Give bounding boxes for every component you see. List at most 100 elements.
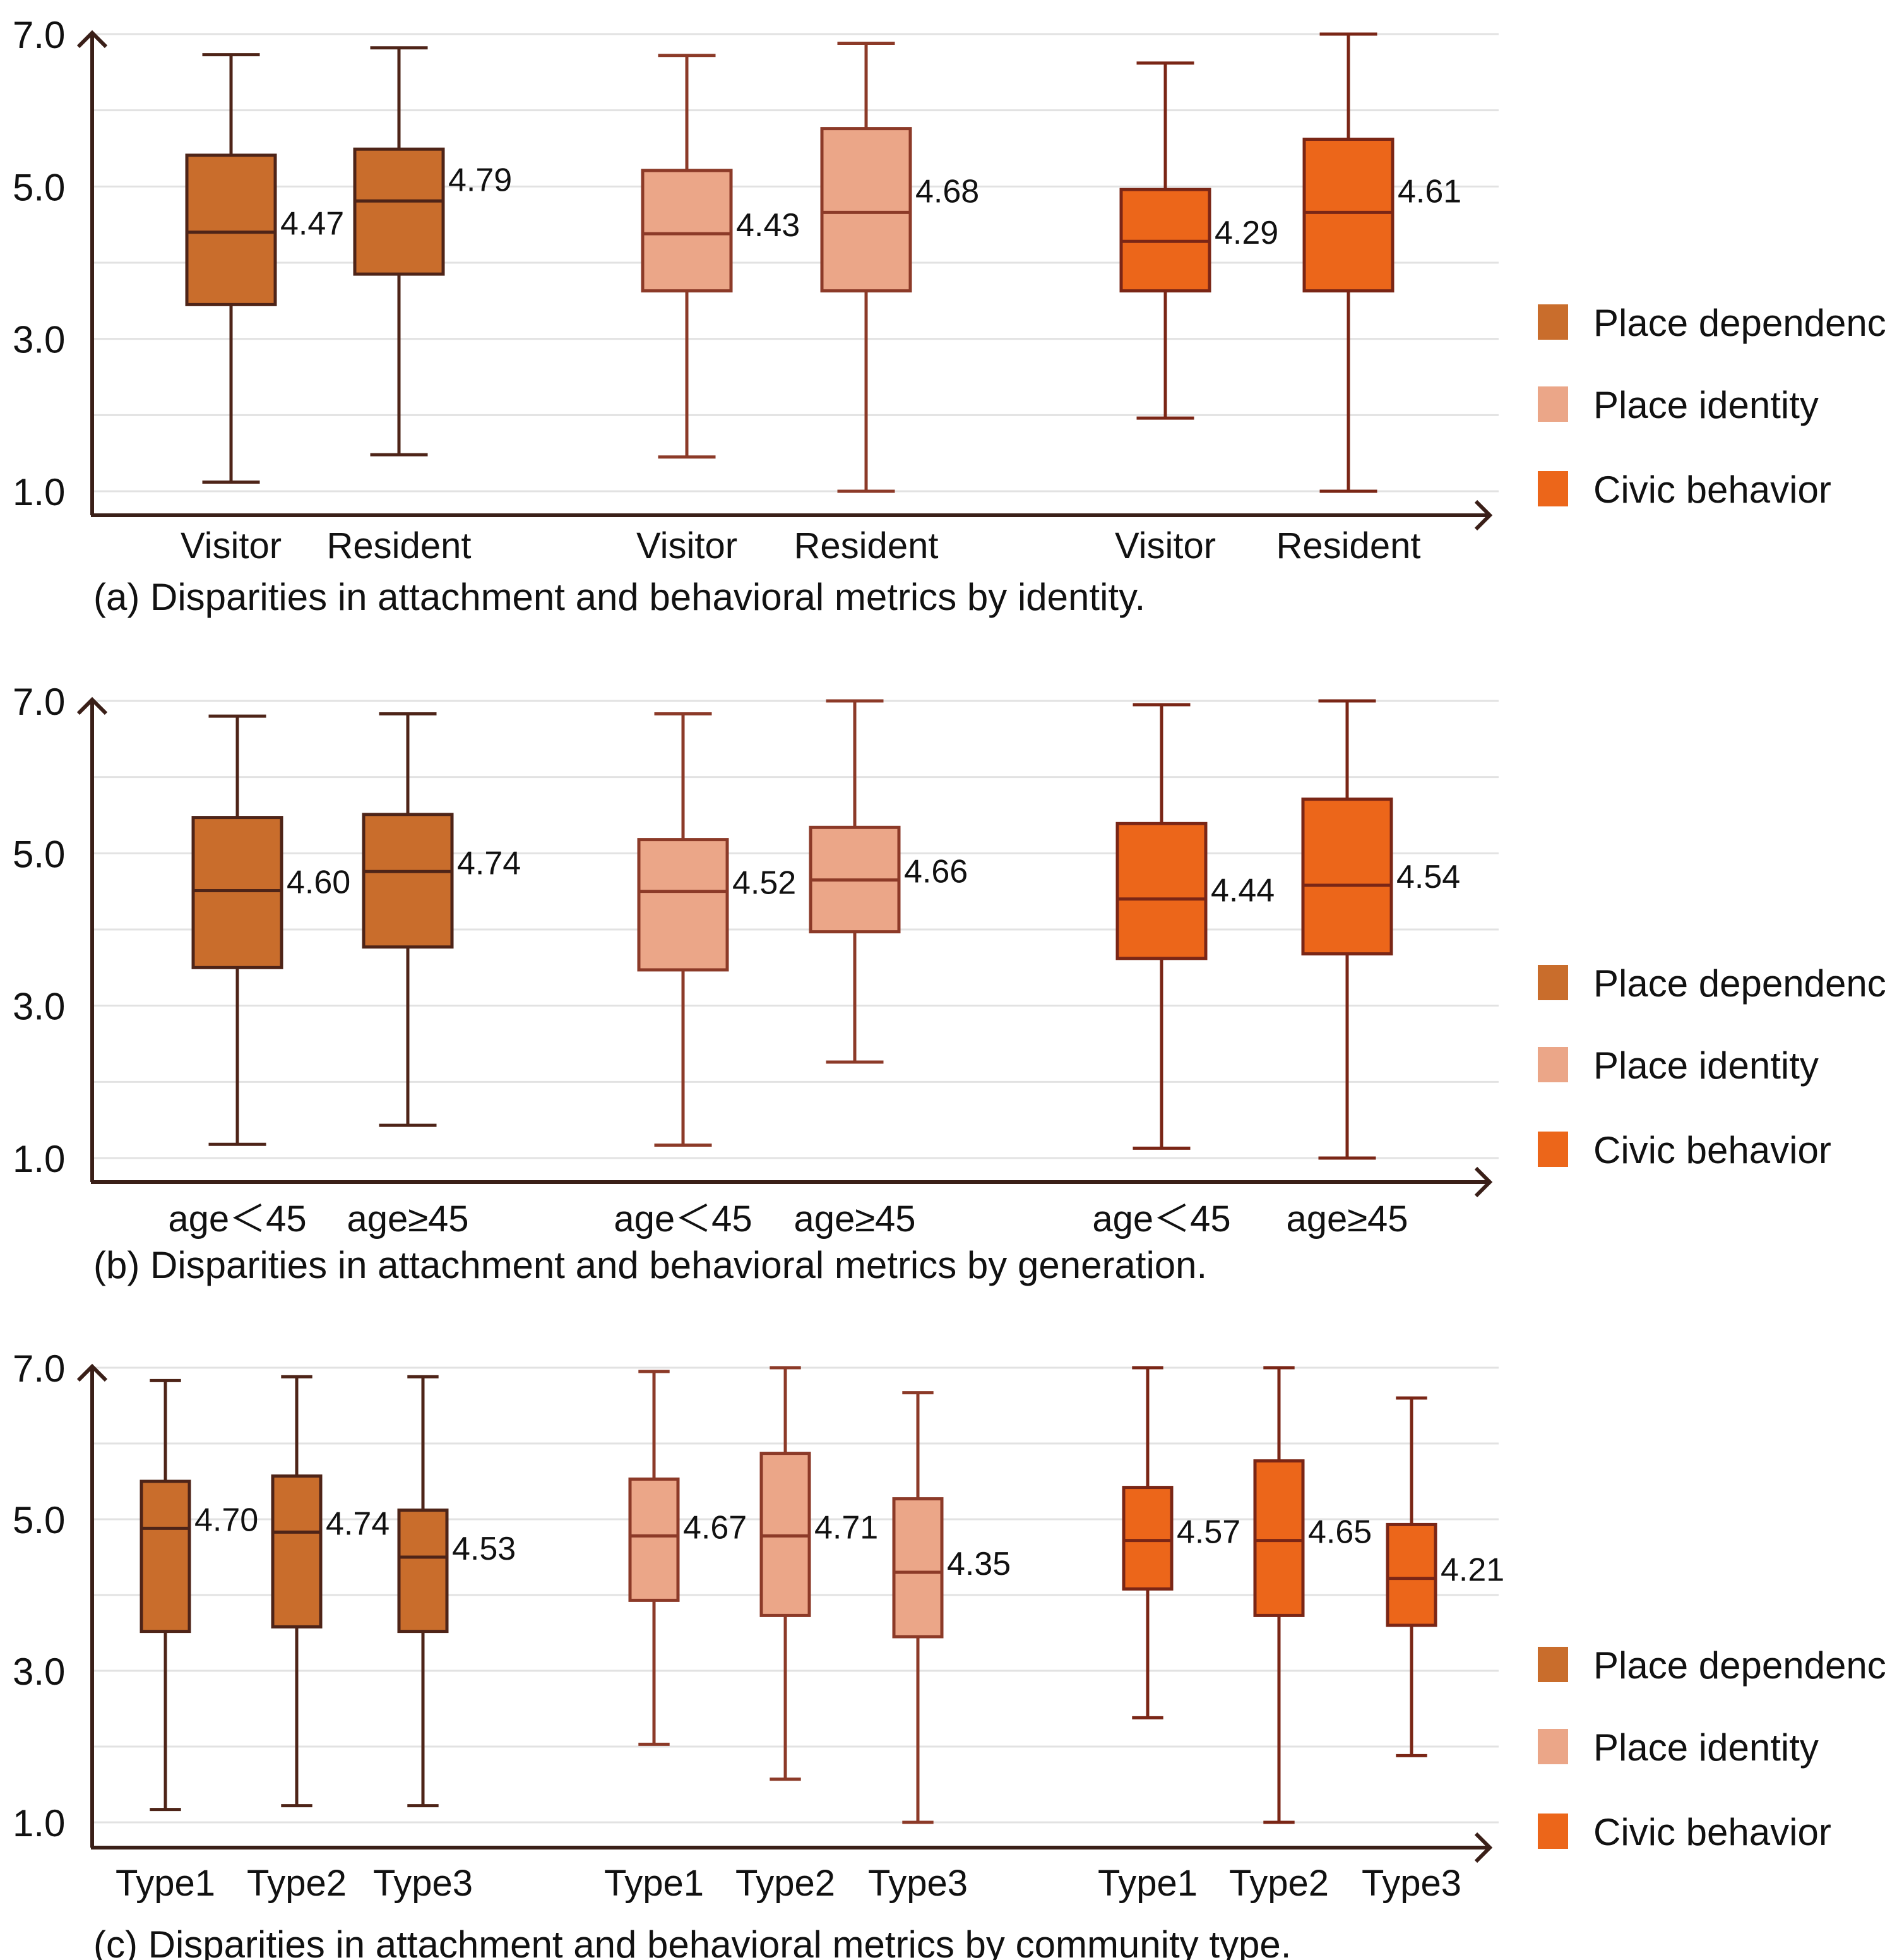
box-iqr bbox=[892, 1497, 944, 1639]
x-category-label: Resident bbox=[1276, 525, 1421, 566]
x-category-label: Type1 bbox=[604, 1863, 704, 1904]
box-place-identity: 4.71 Type2 bbox=[735, 1366, 878, 1904]
box-iqr bbox=[1115, 822, 1208, 960]
legend-swatch bbox=[1538, 386, 1568, 422]
x-category-label: age≥45 bbox=[794, 1198, 915, 1240]
box-civic-behavior: 4.57 Type1 bbox=[1098, 1366, 1240, 1904]
value-label: 4.35 bbox=[947, 1546, 1011, 1582]
box-iqr bbox=[1301, 798, 1393, 956]
x-category-label: Type2 bbox=[1229, 1863, 1329, 1904]
legend-swatch bbox=[1538, 471, 1568, 506]
box-place-identity: 4.35 Type3 bbox=[868, 1391, 1011, 1904]
panel-caption: (c) Disparities in attachment and behavi… bbox=[93, 1923, 1291, 1960]
value-label: 4.52 bbox=[732, 865, 796, 902]
x-category-label: age＜45 bbox=[614, 1198, 752, 1240]
box-civic-behavior: 4.44 age＜45 bbox=[1092, 703, 1275, 1240]
box-iqr bbox=[628, 1477, 680, 1602]
y-tick-label: 1.0 bbox=[13, 1802, 65, 1844]
legend-label: Civic behavior bbox=[1593, 469, 1831, 511]
value-label: 4.61 bbox=[1398, 173, 1461, 210]
x-category-label: Resident bbox=[327, 525, 472, 566]
x-category-label: Type1 bbox=[116, 1863, 215, 1904]
box-iqr bbox=[353, 147, 445, 276]
box-place-dependence: 4.74 Type2 bbox=[247, 1375, 389, 1904]
x-category-label: Type3 bbox=[373, 1863, 473, 1904]
box-civic-behavior: 4.54 age≥45 bbox=[1286, 699, 1460, 1240]
box-place-identity: 4.67 Type1 bbox=[604, 1370, 747, 1904]
y-tick-label: 1.0 bbox=[13, 1138, 65, 1180]
value-label: 4.70 bbox=[194, 1502, 258, 1538]
box-iqr bbox=[271, 1474, 323, 1628]
value-label: 4.57 bbox=[1177, 1514, 1240, 1551]
box-iqr bbox=[820, 127, 912, 293]
x-axis-arrow-icon bbox=[1474, 499, 1493, 531]
x-axis-arrow-icon bbox=[1474, 1166, 1493, 1198]
panel-a: 7.0 5.0 3.0 1.0 4.47 Visitor 4.79 Resident 4.43 V… bbox=[13, 14, 1885, 618]
value-label: 4.29 bbox=[1215, 215, 1278, 251]
box-iqr bbox=[140, 1479, 191, 1634]
box-iqr bbox=[1386, 1522, 1437, 1627]
value-label: 4.68 bbox=[915, 173, 979, 210]
box-civic-behavior: 4.21 Type3 bbox=[1362, 1396, 1504, 1904]
value-label: 4.65 bbox=[1308, 1514, 1372, 1551]
value-label: 4.44 bbox=[1211, 873, 1275, 909]
y-tick-label: 3.0 bbox=[13, 986, 65, 1028]
x-category-label: Resident bbox=[794, 525, 939, 566]
value-label: 4.74 bbox=[457, 845, 521, 881]
value-label: 4.79 bbox=[448, 162, 512, 198]
box-civic-behavior: 4.61 Resident bbox=[1276, 32, 1461, 566]
y-tick-label: 5.0 bbox=[13, 166, 65, 208]
y-tick-label: 7.0 bbox=[13, 681, 65, 723]
legend-swatch bbox=[1538, 1647, 1568, 1682]
box-civic-behavior: 4.65 Type2 bbox=[1229, 1366, 1372, 1904]
x-category-label: age≥45 bbox=[347, 1198, 468, 1240]
box-place-identity: 4.43 Visitor bbox=[636, 54, 800, 566]
value-label: 4.60 bbox=[287, 864, 350, 900]
legend-swatch bbox=[1538, 304, 1568, 340]
box-place-dependence: 4.74 age≥45 bbox=[347, 712, 521, 1240]
panel-caption: (b) Disparities in attachment and behavi… bbox=[93, 1244, 1207, 1286]
panel-b: 7.0 5.0 3.0 1.0 4.60 age＜45 4.74 age≥45 4.52 age＜… bbox=[13, 681, 1885, 1286]
legend-label: Place identity bbox=[1593, 1044, 1819, 1087]
box-iqr bbox=[191, 816, 283, 969]
y-tick-label: 3.0 bbox=[13, 319, 65, 361]
box-iqr bbox=[641, 169, 733, 293]
legend-label: Place dependence bbox=[1593, 302, 1885, 344]
legend-swatch bbox=[1538, 1132, 1568, 1167]
panel-caption: (a) Disparities in attachment and behavi… bbox=[93, 576, 1145, 618]
value-label: 4.53 bbox=[452, 1531, 516, 1567]
box-place-dependence: 4.60 age＜45 bbox=[168, 714, 350, 1240]
x-category-label: Visitor bbox=[636, 525, 737, 566]
x-category-label: age＜45 bbox=[1092, 1198, 1230, 1240]
x-category-label: Type3 bbox=[1362, 1863, 1461, 1904]
value-label: 4.21 bbox=[1441, 1552, 1504, 1589]
legend-label: Civic behavior bbox=[1593, 1129, 1831, 1171]
box-iqr bbox=[185, 153, 277, 306]
y-axis-arrow-icon bbox=[76, 696, 108, 715]
x-category-label: age＜45 bbox=[168, 1198, 306, 1240]
y-tick-label: 5.0 bbox=[13, 833, 65, 875]
legend-label: Place identity bbox=[1593, 384, 1819, 426]
x-category-label: Type2 bbox=[735, 1863, 835, 1904]
x-category-label: Type2 bbox=[247, 1863, 347, 1904]
legend-label: Civic behavior bbox=[1593, 1811, 1831, 1853]
box-iqr bbox=[637, 838, 729, 972]
legend-swatch bbox=[1538, 1814, 1568, 1849]
value-label: 4.67 bbox=[683, 1509, 747, 1546]
y-tick-label: 1.0 bbox=[13, 471, 65, 513]
box-iqr bbox=[1302, 138, 1394, 293]
legend-label: Place dependence bbox=[1593, 962, 1885, 1005]
panel-c: 7.05.03.01.04.70Type14.74Type24.53Type34… bbox=[13, 1348, 1885, 1960]
y-tick-label: 7.0 bbox=[13, 1348, 65, 1390]
y-tick-label: 5.0 bbox=[13, 1499, 65, 1541]
value-label: 4.71 bbox=[814, 1509, 878, 1546]
value-label: 4.54 bbox=[1396, 859, 1460, 895]
box-place-dependence: 4.47 Visitor bbox=[181, 53, 344, 566]
value-label: 4.43 bbox=[736, 207, 800, 244]
box-place-dependence: 4.79 Resident bbox=[327, 46, 512, 566]
x-category-label: Visitor bbox=[1115, 525, 1216, 566]
y-tick-label: 7.0 bbox=[13, 14, 65, 56]
box-place-identity: 4.52 age＜45 bbox=[614, 712, 796, 1240]
value-label: 4.74 bbox=[326, 1505, 389, 1542]
box-place-identity: 4.68 Resident bbox=[794, 41, 979, 566]
